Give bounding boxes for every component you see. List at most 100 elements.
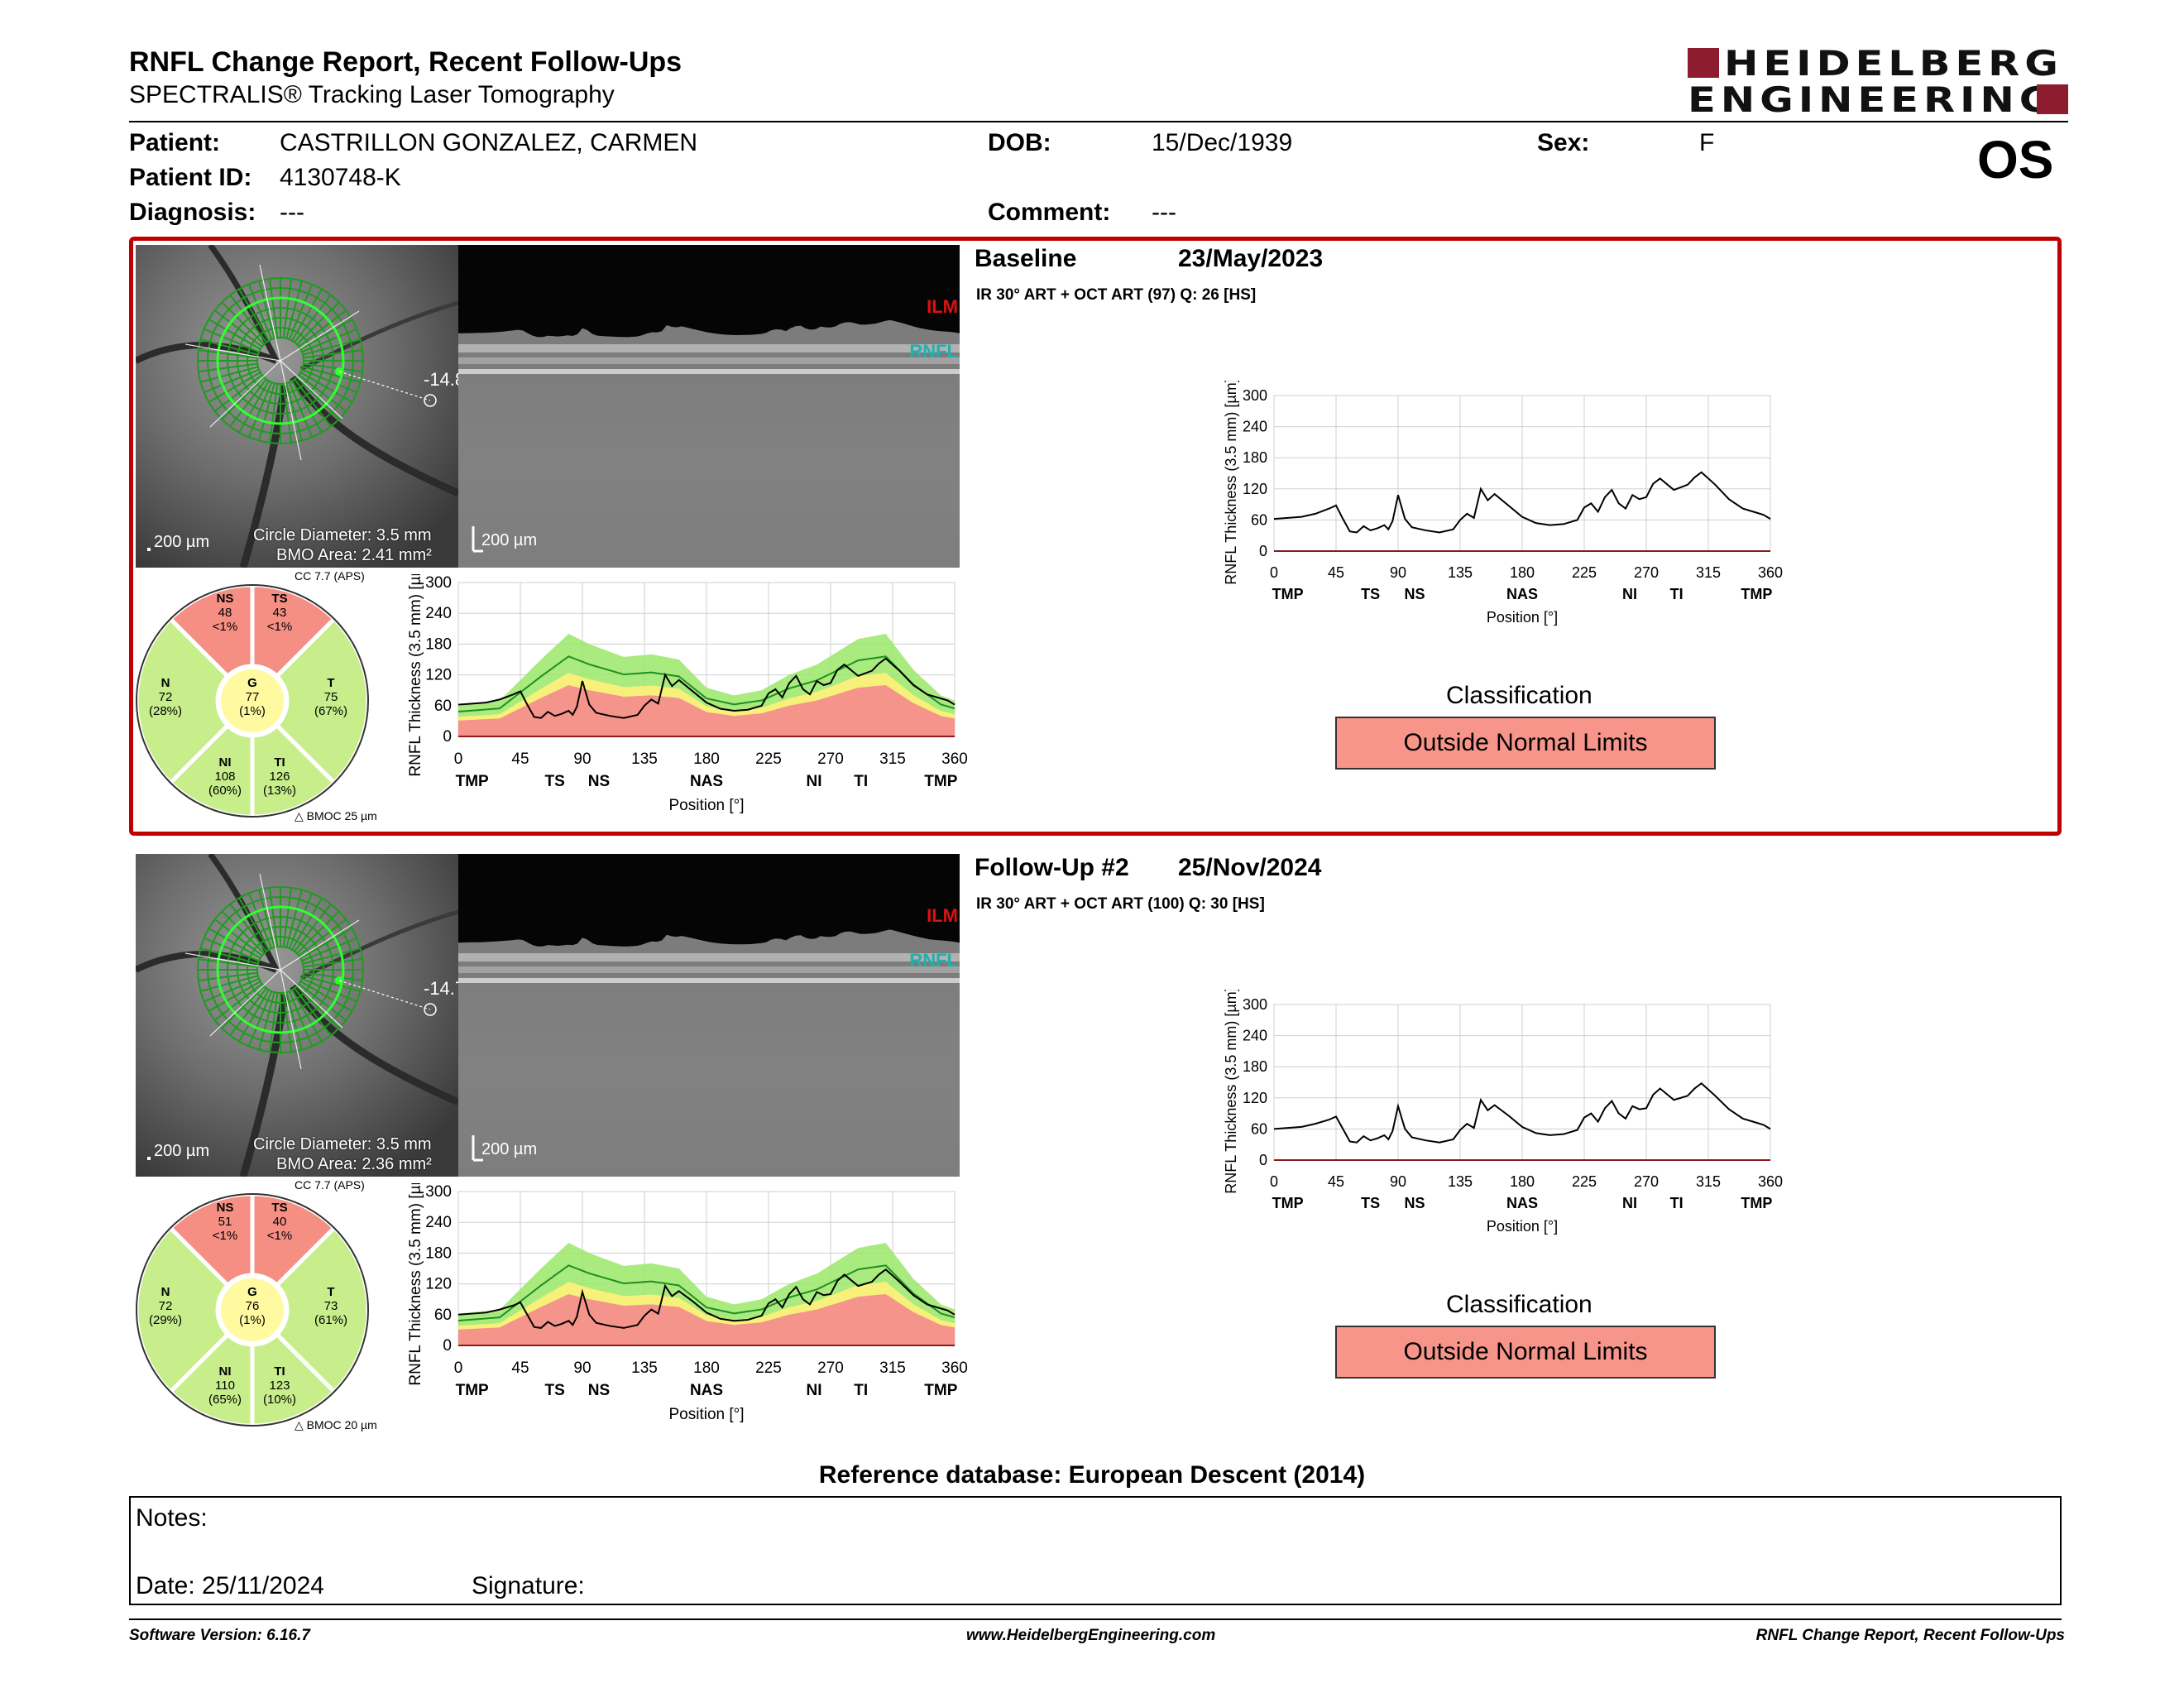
x-tick-label: 360 [1758, 564, 1783, 581]
y-tick-label: 300 [1243, 387, 1267, 404]
ilm-label: ILM [927, 905, 958, 926]
region-label: NI [1622, 1195, 1637, 1211]
x-tick-label: 180 [693, 750, 720, 768]
rnfl-thickness-chart: 0 60 120 180 240 300 0 45 90 135 180 225 270 315 360 TM… [1200, 378, 1795, 645]
sector-value-t: 73 [324, 1299, 338, 1313]
thickness-line [457, 657, 956, 719]
oct-bscan: ILM RNFL 200 µm [458, 854, 960, 1177]
fundus-image: -14.7 200 µm Circle Diameter: 3.5 mm BMO… [136, 854, 458, 1177]
circle-diameter: Circle Diameter: 3.5 mm [253, 1135, 432, 1153]
region-label: TS [545, 1382, 565, 1399]
sector-name-ti: TI [274, 1364, 285, 1379]
sector-value-ns: 48 [218, 606, 232, 620]
region-label: TMP [1272, 586, 1304, 602]
outside-limits-band [458, 685, 955, 736]
y-tick-label: 60 [434, 1307, 452, 1324]
sector-value-ni: 108 [214, 770, 235, 784]
website-link[interactable]: www.HeidelbergEngineering.com [966, 1627, 1216, 1644]
scan-angle: -14.7 [424, 978, 458, 999]
sector-pct-ts: <1% [267, 620, 292, 634]
y-tick-label: 240 [1243, 419, 1267, 435]
sector-value-n: 72 [159, 1299, 173, 1313]
sector-value-n: 72 [159, 690, 173, 704]
y-tick-label: 0 [1259, 1152, 1267, 1168]
notes-label: Notes: [136, 1504, 208, 1532]
fundus-image: -14.8 200 µm Circle Diameter: 3.5 mm BMO… [136, 245, 458, 568]
dob-value: 15/Dec/1939 [1152, 129, 1293, 156]
report-subtitle: SPECTRALIS® Tracking Laser Tomography [129, 81, 615, 108]
y-tick-label: 180 [1243, 1058, 1267, 1075]
region-label: TI [1670, 586, 1684, 602]
y-tick-label: 0 [1259, 543, 1267, 559]
region-label: NI [807, 1382, 822, 1399]
baseline-highlight-frame [129, 237, 2062, 836]
notes-box: Notes: Date: 25/11/2024 Signature: [129, 1496, 2062, 1605]
sector-value-t: 75 [324, 690, 338, 704]
sector-chart: NS 48 <1% TS 43 <1% N 72 (28%) G 77 (1%) T 75 (67%) NI 1… [132, 581, 372, 821]
x-tick-label: 0 [454, 1360, 463, 1377]
sector-value-ts: 40 [273, 1215, 287, 1229]
sector-name-t: T [327, 676, 334, 690]
sector-pct-ns: <1% [213, 620, 237, 634]
y-tick-label: 300 [425, 1183, 452, 1201]
region-label: TS [1361, 586, 1380, 602]
outside-limits-band [458, 1294, 955, 1345]
sector-pct-t: (61%) [314, 1313, 347, 1327]
region-label: NAS [690, 773, 723, 790]
thickness-profile-chart: 0 60 120 180 240 300 0 45 90 135 180 225 270 315 360 TM… [381, 559, 976, 831]
fundus-scale: 200 µm [154, 533, 210, 551]
normal-mean-line [457, 655, 956, 713]
region-label: TMP [456, 1382, 489, 1399]
region-label: NI [1622, 586, 1637, 602]
x-tick-label: 225 [1572, 564, 1597, 581]
sector-value-ti: 123 [269, 1379, 290, 1393]
sector-pct-ts: <1% [267, 1229, 292, 1243]
rnfl-label: RNFL [909, 341, 958, 362]
footer-report-name: RNFL Change Report, Recent Follow-Ups [1755, 1627, 2065, 1644]
x-tick-label: 45 [511, 1360, 529, 1377]
sector-value-ni: 110 [215, 1379, 235, 1393]
oct-bscan: ILM RNFL 200 µm [458, 245, 960, 568]
y-tick-label: 60 [1251, 511, 1267, 528]
normal-mean-line [457, 1264, 956, 1322]
classification-result: Outside Normal Limits [1335, 717, 1716, 770]
y-tick-label: 0 [443, 1337, 452, 1355]
dob-label: DOB: [988, 129, 1051, 156]
region-label: NI [807, 773, 822, 790]
sector-name-ni: NI [219, 755, 232, 770]
sector-value-g: 76 [246, 1299, 260, 1313]
sector-name-ts: TS [271, 1201, 287, 1215]
fundus-scale: 200 µm [154, 1142, 210, 1160]
sex-value: F [1699, 129, 1715, 156]
sector-g [218, 1275, 287, 1345]
classification-result: Outside Normal Limits [1335, 1326, 1716, 1379]
region-label: TI [854, 773, 868, 790]
x-tick-label: 0 [1270, 1173, 1278, 1190]
y-tick-label: 180 [425, 1244, 452, 1262]
x-tick-label: 270 [1634, 564, 1659, 581]
x-tick-label: 0 [1270, 564, 1278, 581]
cc-value: CC 7.7 (APS) [295, 569, 365, 583]
bmoc-value: △ BMOC 20 µm [295, 1418, 377, 1431]
diagnosis-label: Diagnosis: [129, 199, 256, 226]
sector-name-g: G [247, 1285, 257, 1299]
x-tick-label: 225 [755, 750, 782, 768]
region-label: TMP [1741, 1195, 1772, 1211]
comment-label: Comment: [988, 199, 1111, 226]
y-tick-label: 120 [425, 1276, 452, 1293]
x-axis-label: Position [°] [1487, 1218, 1558, 1235]
signature-label: Signature: [472, 1572, 585, 1599]
x-tick-label: 90 [1390, 1173, 1406, 1190]
x-tick-label: 315 [1696, 1173, 1721, 1190]
delta-icon: △ [295, 809, 304, 822]
x-axis-label: Position [°] [668, 1406, 744, 1423]
classification-label: Classification [1446, 1291, 1592, 1318]
thickness-profile-chart: 0 60 120 180 240 300 0 45 90 135 180 225 270 315 360 TM… [381, 1168, 976, 1440]
y-tick-label: 300 [425, 574, 452, 592]
region-label: TMP [1741, 586, 1772, 602]
sector-g [218, 666, 287, 736]
x-tick-label: 360 [941, 1360, 968, 1377]
sector-value-g: 77 [246, 690, 260, 704]
sector-name-n: N [161, 676, 170, 690]
sector-pct-ni: (65%) [208, 1393, 242, 1407]
